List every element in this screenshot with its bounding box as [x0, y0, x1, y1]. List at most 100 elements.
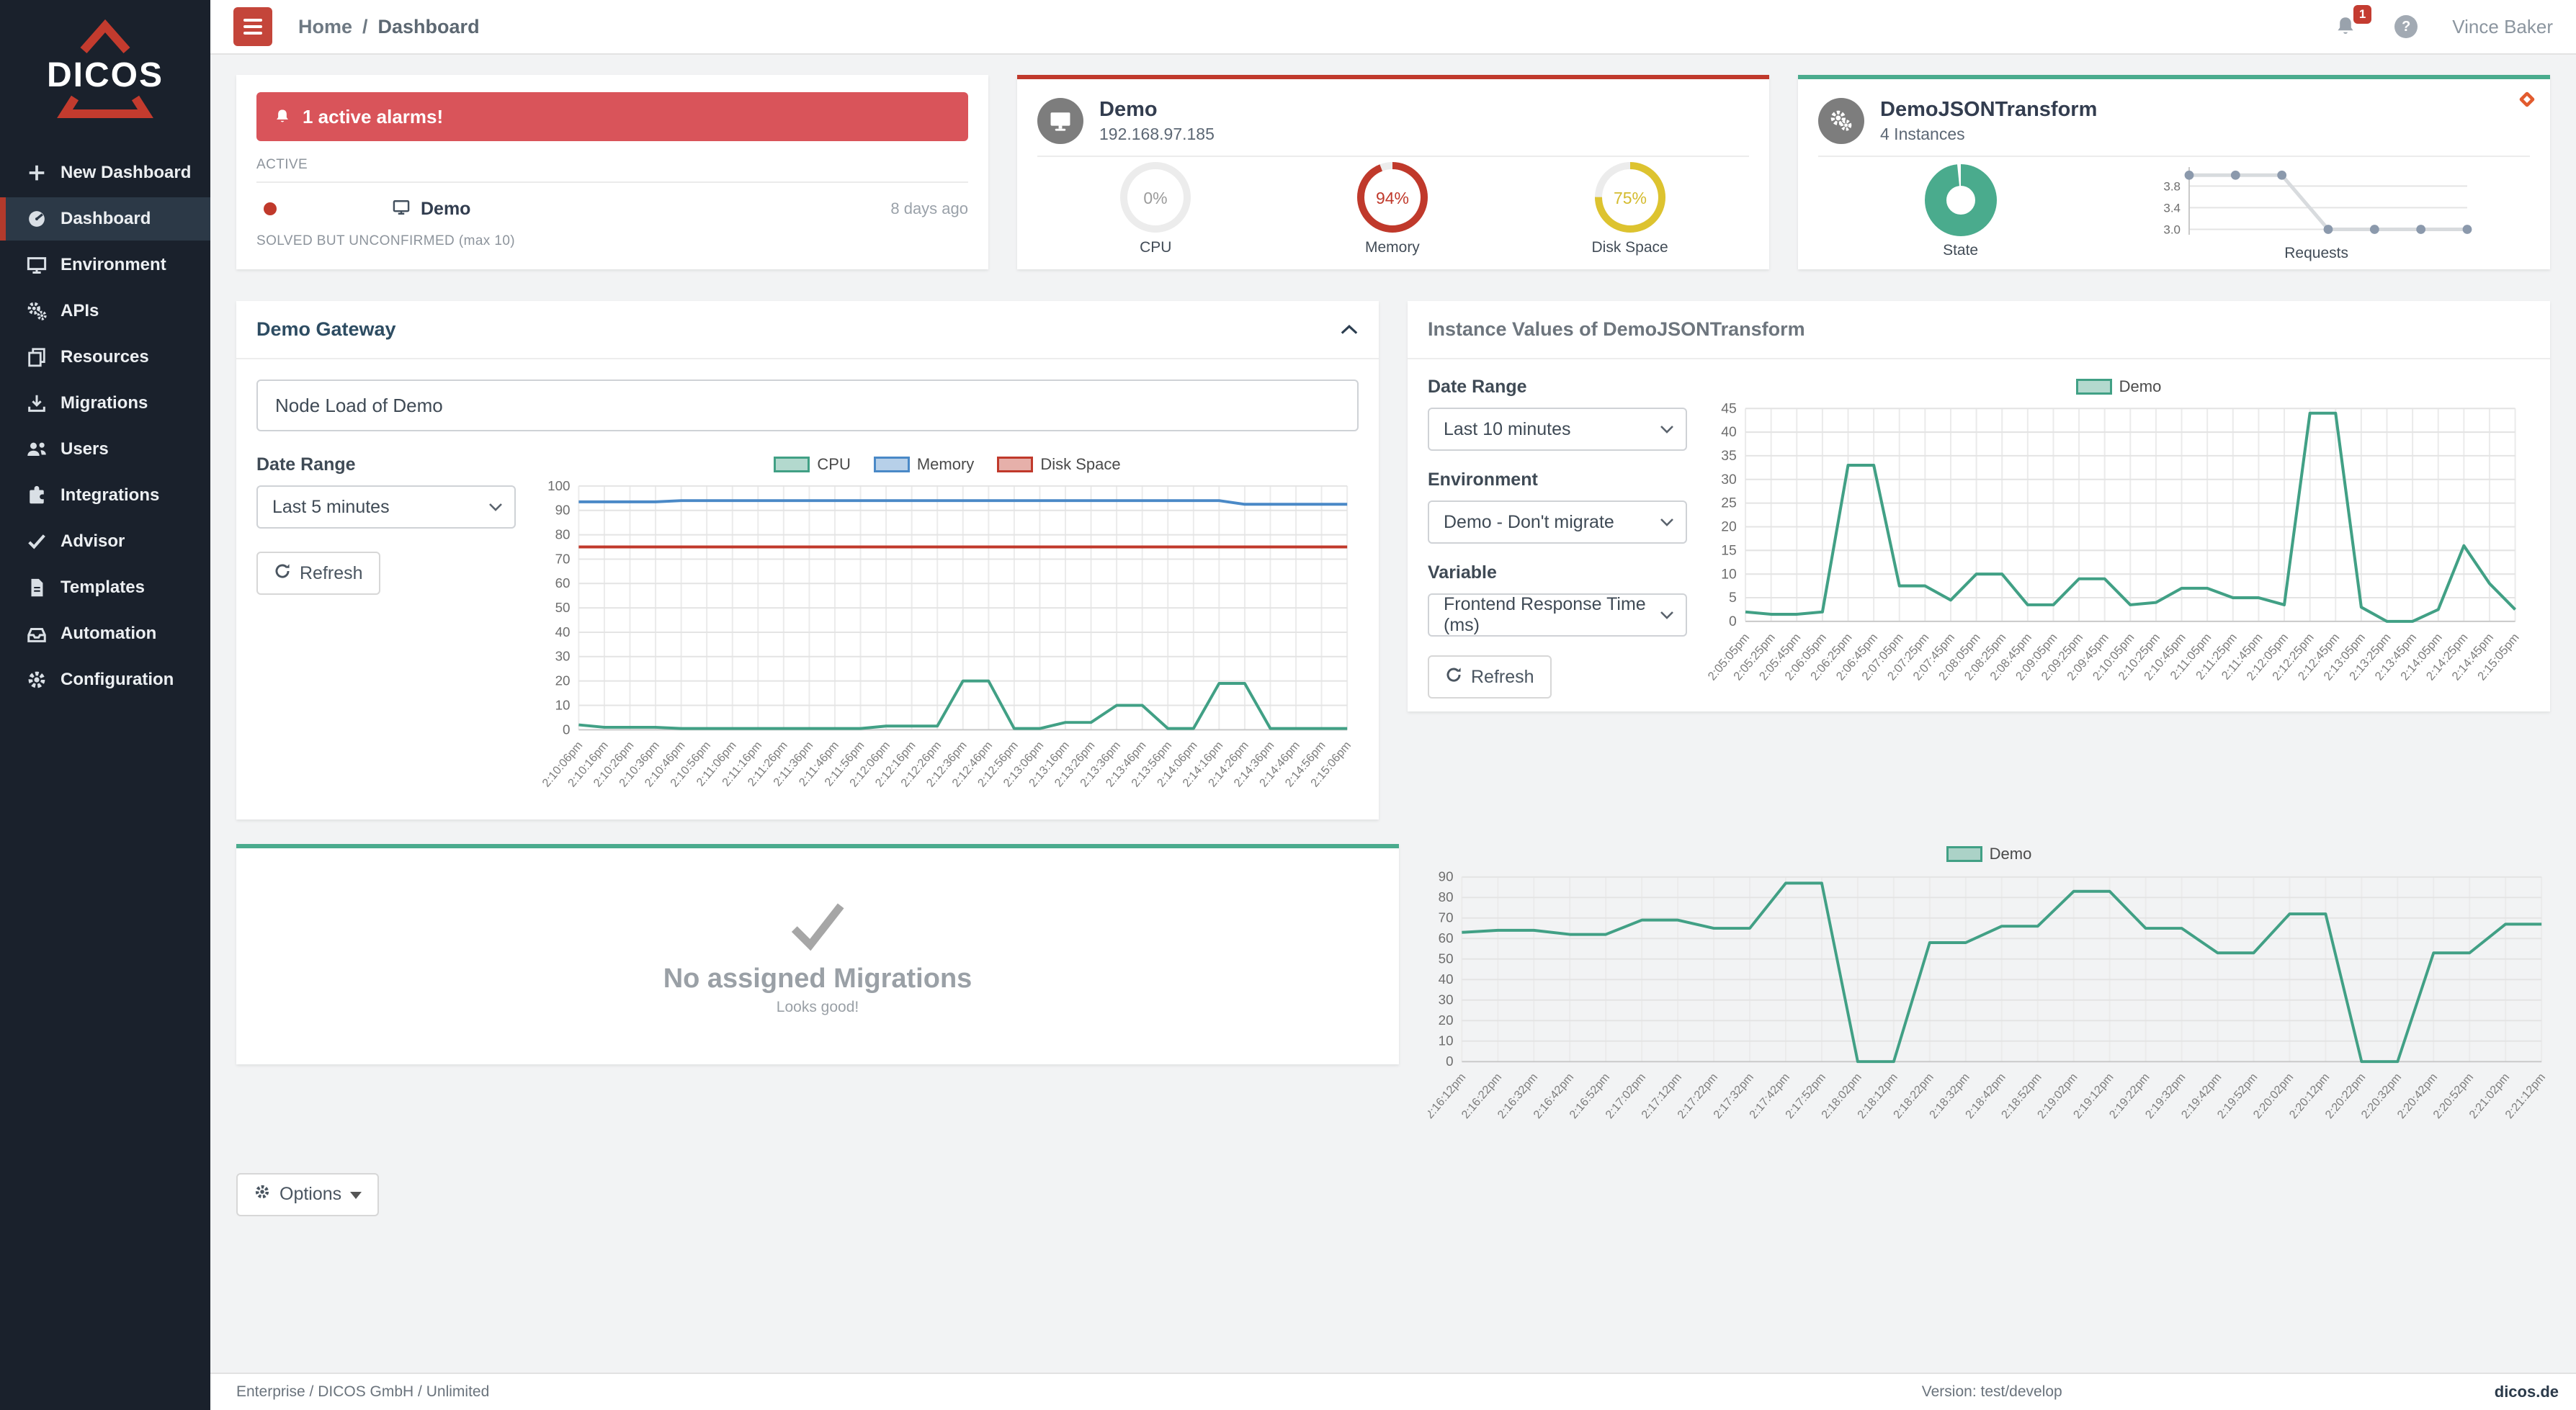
divider [256, 181, 968, 183]
sidebar-item-automation[interactable]: Automation [0, 612, 210, 655]
sidebar-item-new-dashboard[interactable]: New Dashboard [0, 151, 210, 194]
site-link[interactable]: dicos.de [2494, 1383, 2559, 1401]
refresh-icon [274, 562, 291, 585]
chevron-down-icon [1660, 425, 1674, 434]
divider [1037, 156, 1749, 158]
alarm-age: 8 days ago [890, 199, 968, 217]
instance-values-legend: Demo [1707, 377, 2530, 397]
gateway-panel-title: Demo Gateway [256, 318, 396, 340]
legend-swatch [997, 457, 1034, 472]
legend-label: CPU [817, 455, 851, 473]
logo-text: DICOS [47, 56, 164, 94]
svg-text:30: 30 [1439, 992, 1454, 1007]
help-button[interactable]: ? [2394, 15, 2418, 38]
transform-card-instances: 4 Instances [1880, 125, 1965, 144]
options-button[interactable]: Options [236, 1172, 380, 1216]
variable-label: Variable [1428, 562, 1497, 583]
instance-values-panel: Instance Values of DemoJSONTransform Dat… [1408, 301, 2550, 711]
gauge-disk-space: 75% Disk Space [1591, 160, 1668, 256]
sidebar-item-configuration[interactable]: Configuration [0, 658, 210, 701]
svg-text:100: 100 [547, 479, 570, 493]
usage-legend: Demo [1428, 844, 2550, 864]
environment-select[interactable]: Demo - Don't migrate [1428, 500, 1687, 544]
sidebar-item-advisor[interactable]: Advisor [0, 520, 210, 563]
legend-item-demo[interactable]: Demo [1946, 845, 2031, 863]
transform-status-icon [2517, 89, 2537, 109]
demo-card-title[interactable]: Demo [1099, 98, 1158, 121]
date-range-label: Date Range [256, 454, 356, 475]
svg-text:45: 45 [1721, 401, 1737, 416]
date-range-select[interactable]: Last 5 minutes [256, 485, 516, 529]
chevron-down-icon [1660, 518, 1674, 526]
svg-text:40: 40 [1439, 971, 1454, 987]
alarms-card: 1 active alarms! ACTIVE Demo 8 days ago … [236, 75, 988, 269]
sidebar-item-resources[interactable]: Resources [0, 336, 210, 379]
svg-text:35: 35 [1721, 448, 1737, 464]
svg-text:15: 15 [1721, 542, 1737, 558]
topbar: Home / Dashboard 1 ? Vince Baker [210, 0, 2576, 55]
refresh-button[interactable]: Refresh [1428, 655, 1552, 699]
plus-icon [26, 162, 48, 184]
alarm-status-dot [264, 202, 277, 215]
refresh-button[interactable]: Refresh [256, 552, 380, 595]
svg-text:10: 10 [555, 697, 571, 712]
collapse-panel-button[interactable] [1340, 324, 1359, 336]
bell-icon [2334, 15, 2357, 38]
dicos-logo-icon: DICOS [47, 19, 164, 118]
chevron-down-icon [1660, 611, 1674, 619]
license-text: Enterprise / DICOS GmbH / Unlimited [236, 1383, 490, 1400]
alarm-banner: 1 active alarms! [256, 92, 968, 141]
svg-text:20: 20 [1721, 519, 1737, 535]
usage-chart: 01020304050607080902:16:12pm2:16:22pm2:1… [1428, 869, 2548, 1121]
widget-title-input[interactable] [256, 380, 1359, 431]
alarm-row[interactable]: Demo 8 days ago [256, 192, 968, 226]
legend-swatch [873, 457, 910, 472]
state-donut-chart [1924, 164, 1997, 237]
sidebar-item-templates[interactable]: Templates [0, 566, 210, 609]
sidebar: DICOS New Dashboard Dashboard Environmen… [0, 0, 210, 1410]
svg-text:3.0: 3.0 [2163, 223, 2181, 237]
breadcrumb-home[interactable]: Home [298, 15, 353, 37]
svg-text:10: 10 [1721, 566, 1737, 582]
users-icon [26, 439, 48, 460]
variable-select[interactable]: Frontend Response Time (ms) [1428, 593, 1687, 637]
sidebar-item-integrations[interactable]: Integrations [0, 474, 210, 517]
copy-icon [26, 346, 48, 368]
sidebar-item-migrations[interactable]: Migrations [0, 382, 210, 425]
svg-text:40: 40 [1721, 424, 1737, 440]
legend-item-cpu[interactable]: CPU [774, 455, 851, 474]
svg-text:50: 50 [1439, 951, 1454, 966]
transform-card-title[interactable]: DemoJSONTransform [1880, 98, 2098, 121]
sidebar-item-users[interactable]: Users [0, 428, 210, 471]
node-load-chart: 01020304050607080901002:10:06pm2:10:16pm… [540, 479, 1354, 789]
state-label: State [1943, 242, 1979, 259]
demo-gauges: 0% CPU 94% Memory 75% Disk Space [1037, 160, 1749, 256]
monitor-avatar-icon [1037, 98, 1083, 145]
requests-label: Requests [2284, 245, 2348, 262]
svg-text:3.4: 3.4 [2163, 202, 2181, 215]
migrations-empty-title: No assigned Migrations [663, 963, 972, 994]
sidebar-item-dashboard[interactable]: Dashboard [0, 197, 210, 241]
puzzle-icon [26, 485, 48, 506]
alarm-name[interactable]: Demo [421, 198, 471, 219]
legend-item-disk-space[interactable]: Disk Space [997, 455, 1121, 474]
instance-panel-title: Instance Values of DemoJSONTransform [1428, 318, 1805, 340]
dashboard-content: 1 active alarms! ACTIVE Demo 8 days ago … [210, 55, 2576, 1373]
svg-text:94%: 94% [1376, 189, 1409, 207]
sidebar-item-environment[interactable]: Environment [0, 243, 210, 287]
svg-text:0: 0 [563, 722, 570, 737]
main-area: Home / Dashboard 1 ? Vince Baker 1 ac [210, 0, 2576, 1410]
menu-toggle-button[interactable] [233, 7, 272, 46]
sidebar-item-apis[interactable]: APIs [0, 289, 210, 333]
user-menu[interactable]: Vince Baker [2452, 15, 2553, 37]
svg-text:10: 10 [1439, 1033, 1454, 1048]
legend-item-memory[interactable]: Memory [873, 455, 974, 474]
usage-chart-zone: Demo 0 10 20 30 40 50 60 70 80 90 2:16:12pm 2:16:22… [1428, 844, 2550, 1139]
notifications-button[interactable]: 1 [2334, 5, 2372, 38]
date-range-select[interactable]: Last 10 minutes [1428, 408, 1687, 451]
migrations-empty-subtitle: Looks good! [776, 998, 859, 1015]
svg-text:0: 0 [1729, 614, 1737, 629]
legend-label: Demo [2119, 377, 2162, 395]
legend-item-demo[interactable]: Demo [2075, 377, 2162, 396]
